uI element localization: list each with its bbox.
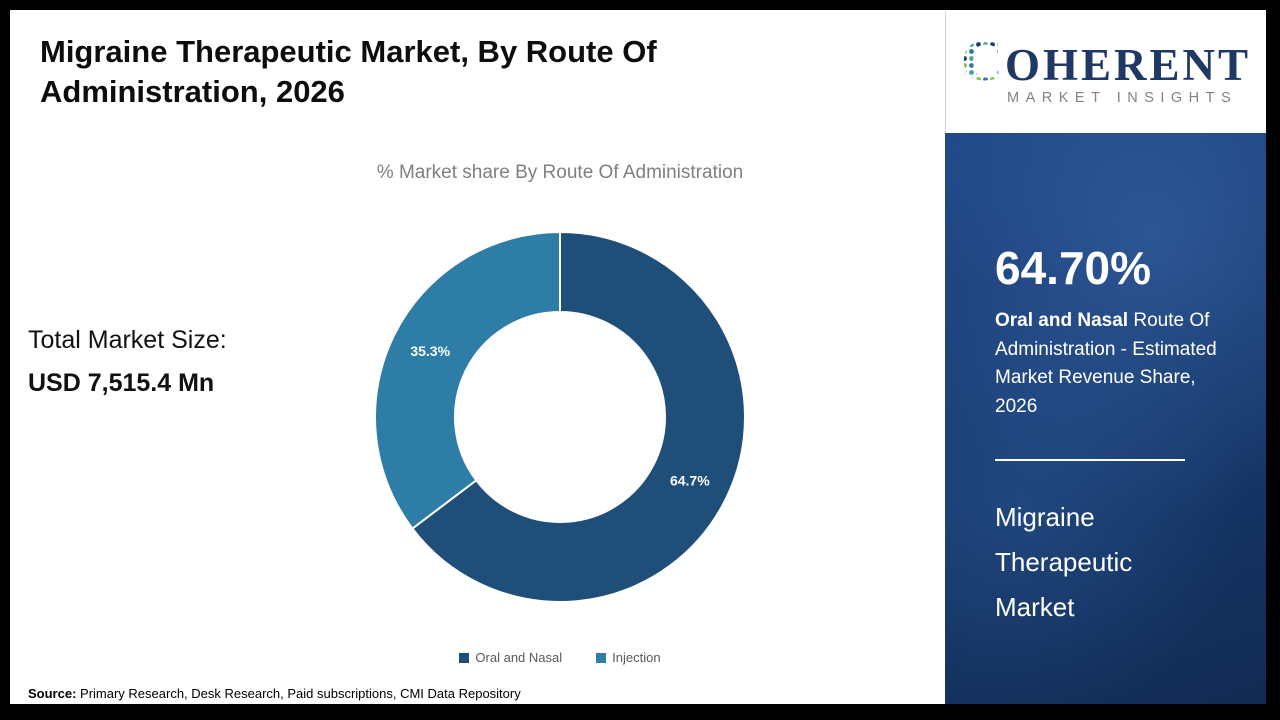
total-market-label: Total Market Size: (28, 326, 227, 354)
slice-label-1: 35.3% (410, 343, 450, 359)
logo-area: C OHERENT MARKET INSIGHTS (945, 10, 1266, 133)
page-title: Migraine Therapeutic Market, By Route Of… (40, 34, 657, 110)
chart-subtitle: % Market share By Route Of Administratio… (376, 162, 744, 183)
logo-tagline: MARKET INSIGHTS (1007, 90, 1237, 106)
legend-label: Oral and Nasal (475, 650, 563, 665)
headline-description: Oral and Nasal Route Of Administration -… (995, 307, 1240, 421)
legend-label: Injection (612, 650, 661, 665)
logo-initial-c: C (961, 34, 1003, 93)
right-panel: C OHERENT MARKET INSIGHTS 64.70% Oral an… (945, 10, 1266, 704)
donut-slice-0 (411, 230, 746, 603)
chart-area: Migraine Therapeutic Market, By Route Of… (10, 10, 945, 704)
legend-item-0: Oral and Nasal (459, 650, 562, 665)
coherent-logo: C OHERENT MARKET INSIGHTS (961, 34, 1251, 106)
donut-slice-1 (374, 230, 561, 530)
legend-item-1: Injection (596, 650, 661, 665)
slice-label-0: 64.7% (670, 472, 710, 488)
headline-percentage: 64.70% (995, 242, 1152, 294)
panel-divider (995, 459, 1185, 461)
source-label: Source: (28, 686, 77, 701)
legend-swatch-icon (459, 652, 470, 663)
chart-legend: Oral and Nasal Injection (160, 650, 960, 665)
source-line: Source: Primary Research, Desk Research,… (28, 686, 521, 701)
total-market-value: USD 7,515.4 Mn (28, 369, 215, 397)
legend-swatch-icon (596, 652, 607, 663)
headline-description-bold: Oral and Nasal (995, 310, 1129, 331)
donut-svg: 64.7% 35.3% (374, 230, 746, 603)
highlight-panel: 64.70% Oral and Nasal Route Of Administr… (945, 133, 1266, 704)
total-market-block: Total Market Size: USD 7,515.4 Mn (28, 326, 227, 398)
source-text: Primary Research, Desk Research, Paid su… (76, 686, 521, 701)
donut-chart: 64.7% 35.3% (340, 197, 780, 637)
headline-description-rest: Route Of Administration - Estimated Mark… (995, 310, 1217, 417)
logo-word-rest: OHERENT (1005, 40, 1251, 90)
market-name: Migraine Therapeutic Market (995, 502, 1133, 622)
